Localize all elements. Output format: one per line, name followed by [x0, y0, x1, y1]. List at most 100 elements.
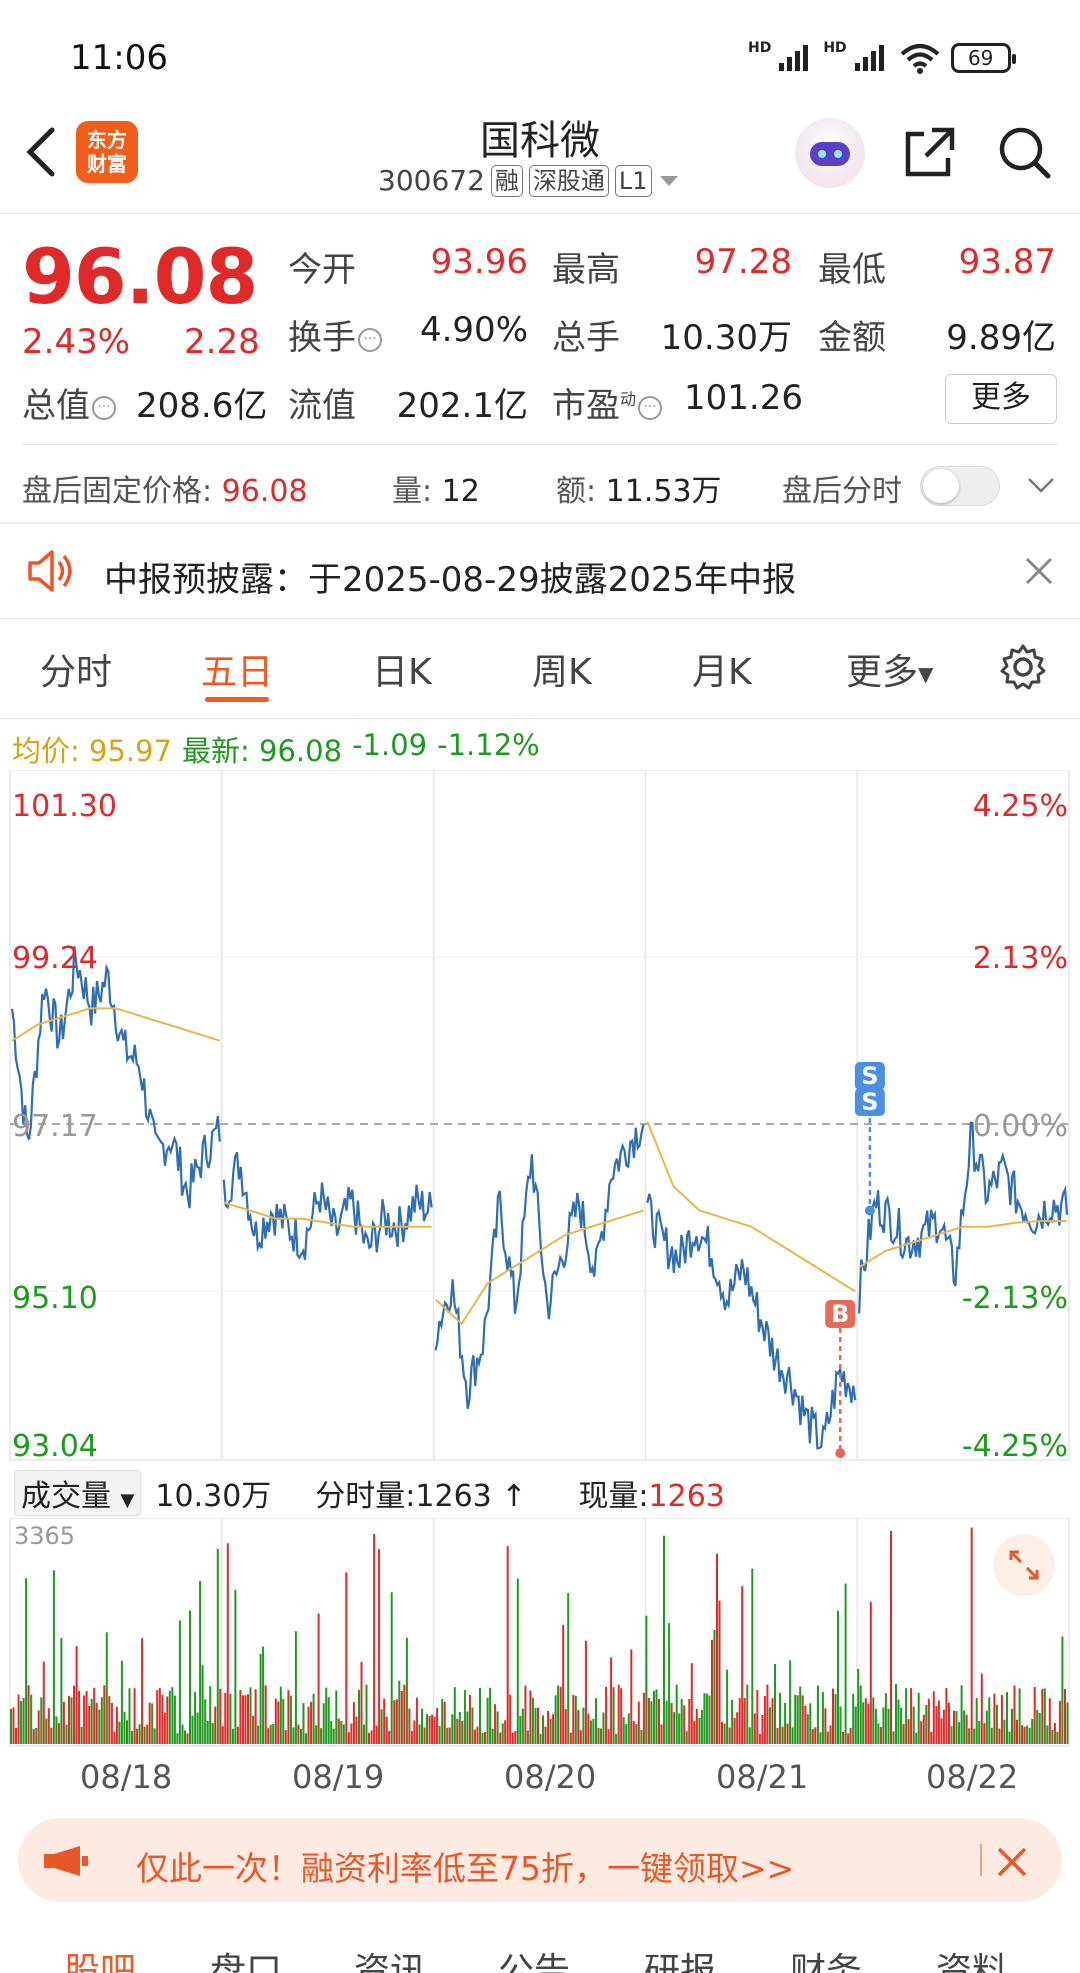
volume-bar: [95, 1702, 98, 1744]
volume-bar: [577, 1709, 580, 1744]
gear-icon[interactable]: [998, 642, 1048, 692]
tab-monthly-k[interactable]: 月K: [692, 652, 752, 693]
amount-value: 9.89亿: [946, 318, 1056, 358]
volume-bar: [136, 1728, 139, 1744]
btab-profile[interactable]: 资料: [936, 1951, 1009, 1973]
y-axis-right-label: -4.25%: [962, 1429, 1068, 1462]
volume-bar: [30, 1694, 33, 1744]
after-hours-toggle[interactable]: [920, 466, 1000, 506]
volume-bar: [700, 1710, 703, 1744]
close-icon[interactable]: [996, 1846, 1028, 1878]
volume-bar: [993, 1693, 996, 1744]
btab-forum[interactable]: 股吧: [64, 1951, 137, 1973]
status-time: 11:06: [70, 38, 168, 78]
volume-bar: [287, 1690, 290, 1744]
volume-bar: [698, 1718, 701, 1744]
volume-bar: [35, 1728, 38, 1744]
tab-five-day[interactable]: 五日: [201, 652, 274, 693]
volume-bar: [491, 1728, 494, 1744]
close-icon[interactable]: [1024, 556, 1054, 586]
volume-bar: [398, 1680, 401, 1744]
volume-bar: [741, 1586, 744, 1744]
volume-bar: [216, 1549, 219, 1744]
ah-price: 96.08: [221, 474, 308, 509]
volume-bar: [368, 1732, 370, 1744]
tab-weekly-k[interactable]: 周K: [532, 652, 592, 693]
volume-bar: [766, 1684, 769, 1744]
volume-bar: [163, 1712, 166, 1744]
tab-daily-k[interactable]: 日K: [372, 652, 432, 693]
volume-bar: [224, 1693, 227, 1744]
volume-bar: [385, 1716, 388, 1744]
volume-bar: [647, 1697, 650, 1744]
volume-bar: [370, 1730, 373, 1744]
volume-bar: [978, 1721, 981, 1744]
volume-bar: [665, 1700, 668, 1744]
volume-bar: [832, 1688, 834, 1744]
back-button[interactable]: [20, 122, 60, 182]
volume-bar: [181, 1724, 184, 1744]
volume-bar: [395, 1699, 398, 1744]
volume-bar: [330, 1721, 333, 1744]
volume-bar: [844, 1583, 847, 1744]
more-quote-button[interactable]: 更多: [945, 374, 1057, 424]
volume-bar: [506, 1546, 509, 1744]
tab-intraday[interactable]: 分时: [40, 652, 113, 693]
volume-bar: [711, 1639, 713, 1744]
volume-bar: [867, 1703, 870, 1744]
volume-bar: [219, 1688, 222, 1744]
volume-bar: [519, 1715, 522, 1744]
btab-research[interactable]: 研报: [644, 1951, 717, 1973]
date-label: 08/21: [716, 1758, 809, 1796]
volume-bar: [60, 1637, 63, 1744]
pe-label[interactable]: 市盈动 ···: [552, 378, 663, 427]
tab-more[interactable]: 更多▼: [846, 652, 934, 693]
volume-bar: [120, 1660, 123, 1744]
price-chart[interactable]: SS B 101.30 99.24 97.17 95.10 93.04 4.25% 2.13% 0…: [0, 770, 1080, 1462]
high-label: 最高: [552, 250, 620, 290]
share-icon[interactable]: [902, 124, 958, 180]
btab-news[interactable]: 资讯: [354, 1951, 427, 1973]
chevron-down-icon[interactable]: [1026, 474, 1056, 496]
btab-announcements[interactable]: 公告: [498, 1951, 571, 1973]
volume-bar: [693, 1720, 696, 1744]
search-icon[interactable]: [996, 124, 1052, 180]
btab-orderbook[interactable]: 盘口: [210, 1951, 283, 1973]
promo-banner[interactable]: [18, 1818, 1062, 1902]
turnover-label[interactable]: 换手 ···: [288, 310, 382, 359]
volume-chart[interactable]: [0, 1518, 1080, 1750]
volume-bar: [811, 1729, 814, 1744]
volume-bar: [206, 1720, 209, 1744]
volume-bar: [1056, 1731, 1059, 1744]
volume-bar: [660, 1724, 663, 1744]
volume-bar: [673, 1712, 676, 1744]
app-logo[interactable]: 东方 财富: [76, 121, 138, 183]
volume-bar: [953, 1710, 955, 1744]
volume-bar: [448, 1727, 451, 1744]
volume-bar: [90, 1698, 93, 1744]
volume-bar: [317, 1613, 320, 1744]
assistant-avatar[interactable]: [795, 118, 865, 188]
volume-bar: [617, 1684, 620, 1744]
volume-bar: [1048, 1698, 1051, 1744]
sim1-label: HD: [748, 40, 772, 56]
btab-financials[interactable]: 财务: [790, 1951, 863, 1973]
y-axis-right-label: 4.25%: [973, 789, 1068, 824]
volume-indicator-select[interactable]: 成交量 ▼: [14, 1470, 142, 1516]
notice-text[interactable]: 中报预披露：于2025-08-29披露2025年中报: [104, 560, 797, 600]
expand-button[interactable]: [993, 1534, 1055, 1596]
volume-bar: [1008, 1731, 1011, 1744]
volume-bar: [642, 1692, 645, 1744]
volume-bar: [501, 1723, 504, 1744]
volume-bar: [1041, 1688, 1044, 1744]
stock-code-row[interactable]: 300672 融 深股通 L1: [378, 164, 680, 197]
volume-bar: [118, 1721, 121, 1744]
volume-bar: [108, 1696, 111, 1744]
volume-bar: [733, 1718, 736, 1744]
logo-line1: 东方: [87, 128, 127, 152]
volume-bar: [915, 1732, 918, 1744]
total-value-label[interactable]: 总值 ···: [22, 378, 116, 427]
volume-bar: [945, 1688, 948, 1744]
robot-icon: [810, 142, 850, 166]
volume-bar: [68, 1695, 70, 1744]
